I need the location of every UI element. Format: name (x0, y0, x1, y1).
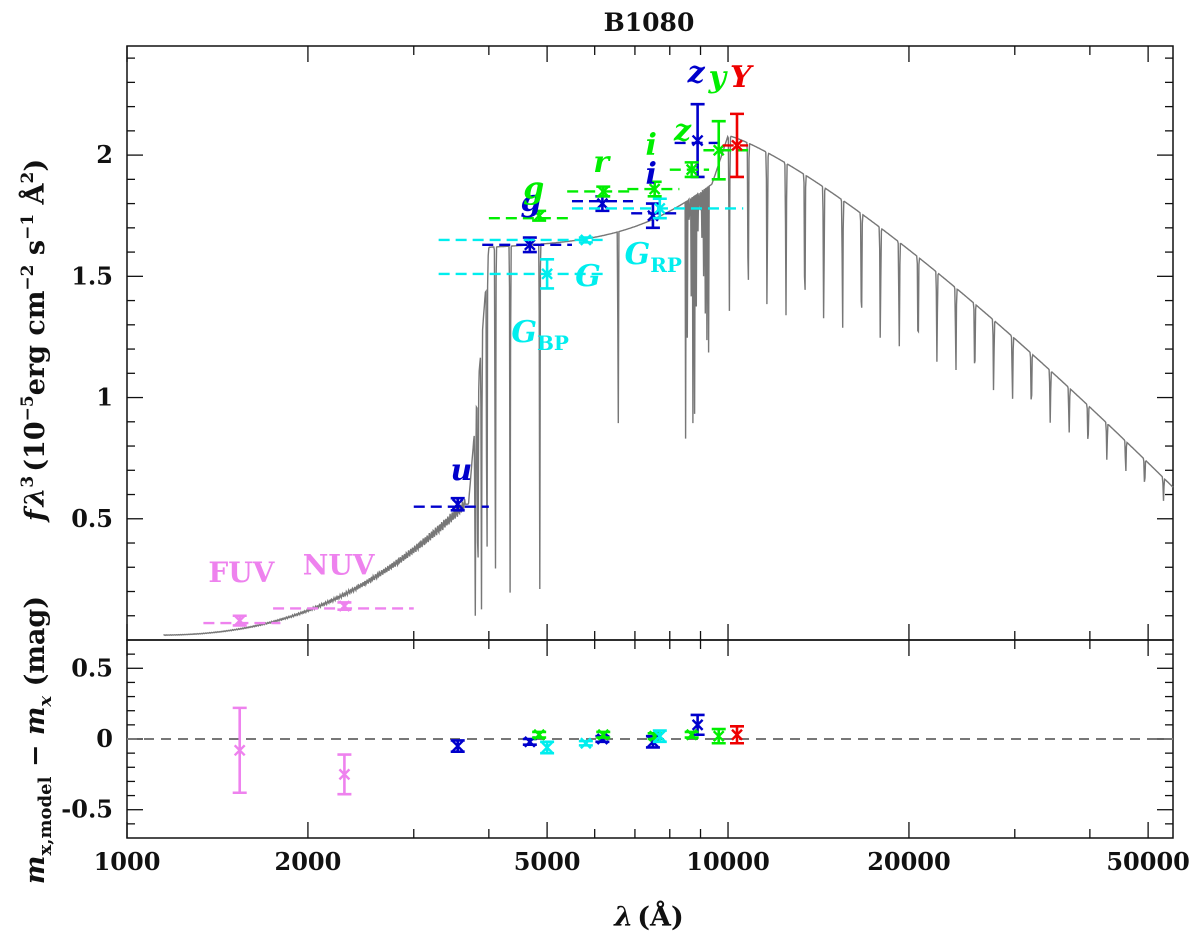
ylabel-angstrom: Å (17, 182, 51, 213)
sdss-r-flux-point (596, 197, 609, 210)
band-label-g_gaia: G (575, 259, 601, 294)
top-x-ticks (126, 46, 1149, 640)
band-label-grp_gaia: GRP (625, 237, 682, 277)
x-tick-label: 50000 (1106, 847, 1190, 876)
x-axis-unit: (Å) (637, 899, 684, 933)
rlabel-m: m (20, 856, 51, 885)
top-y-axis: 0.5 1 1.5 2 (71, 57, 1173, 617)
band-label-y_ps1: y (708, 60, 729, 95)
ylabel-close: ) (20, 159, 51, 172)
top-y-tick-label: 2 (96, 140, 113, 169)
galex-nuv-flux-point (338, 600, 351, 612)
ps1-z-residual-point (685, 728, 698, 741)
top-y-axis-title: fλ3 (10−5erg cm−2 s−1 Å2) (17, 159, 51, 523)
gaia-g-residual-point (541, 741, 553, 754)
top-y-tick-label: 1.5 (71, 261, 113, 290)
rlabel-sub2: x (35, 696, 56, 708)
ps1-y-residual-point (712, 730, 725, 743)
ps1-y-flux-point (712, 144, 725, 157)
sdss-u-residual-point (451, 740, 464, 752)
x-tick-label: 20000 (867, 847, 951, 876)
band-label-fuv: FUV (208, 556, 275, 589)
rlabel-unit: (mag) (20, 596, 51, 696)
band-label-g_ps1: g (523, 172, 544, 207)
ps1-g-residual-point (533, 728, 545, 741)
galex-nuv-residual-point (338, 768, 351, 781)
ps1-r-residual-point (597, 728, 610, 741)
band-label-sub: RP (650, 253, 682, 277)
sdss-u-flux-point (451, 498, 464, 511)
gaia-gbp-flux-point (579, 234, 592, 246)
rlabel-minus: − (20, 735, 51, 776)
x-axis-lambda: λ (613, 902, 633, 933)
x-tick-label: 5000 (514, 847, 581, 876)
x-axis: 1000 2000 5000 10000 20000 50000 (94, 640, 1190, 876)
residual-y-tick-label: 0 (96, 724, 113, 753)
ps1-r-flux-point (597, 185, 610, 198)
ylabel-s: s (20, 240, 51, 265)
gaia-gbp-residual-point (579, 737, 592, 750)
ylabel-exp2: 2 (18, 172, 38, 184)
residual-y-axis-title: mx,model − mx (mag) (20, 596, 56, 884)
x-axis-title: λ (Å) (613, 899, 683, 933)
x-tick-label: 10000 (686, 847, 770, 876)
ylabel-open: (10 (20, 421, 51, 471)
ylabel-lambda: λ (20, 488, 51, 508)
rlabel-m2: m (20, 707, 51, 736)
band-label-z_sdss: z (687, 55, 706, 90)
ylabel-expm1: −1 (18, 214, 38, 240)
band-label-r_ps1: r (593, 145, 611, 180)
ps1-z-flux-point (685, 163, 698, 176)
galex-fuv-residual-point (233, 744, 246, 757)
band-label-i_sdss: i (645, 157, 656, 192)
ps1-i-flux-point (648, 183, 661, 195)
top-y-tick-label: 0.5 (71, 504, 113, 533)
band-label-g_sdss: g (520, 184, 541, 219)
rlabel-sub: x,model (35, 776, 56, 855)
ylabel-f: f (20, 505, 51, 523)
gaia-g-flux-point (541, 268, 553, 280)
top-y-tick-label: 1 (96, 383, 113, 412)
x-tick-label: 2000 (275, 847, 342, 876)
ukidss-y-flux-point (731, 139, 743, 152)
sdss-z-flux-point (691, 134, 704, 147)
sdss-g-flux-point (523, 238, 536, 251)
ylabel-exp3: 3 (18, 476, 38, 488)
band-label-sub: BP (537, 331, 569, 355)
photometry-points (203, 102, 749, 627)
band-label-u: u (450, 453, 472, 488)
band-label-i_ps1: i (645, 128, 656, 163)
ylabel-expm2: −2 (18, 265, 38, 291)
ps1-g-flux-point (533, 209, 545, 222)
model-spectrum-line (163, 134, 1174, 637)
band-label-y_uk: Y (730, 60, 754, 95)
ylabel-expm5: −5 (18, 395, 38, 421)
band-label-z_ps1: z (673, 114, 692, 149)
x-tick-label: 1000 (94, 847, 161, 876)
residual-y-tick-label: 0.5 (71, 653, 113, 682)
gaia-grp-residual-point (653, 730, 666, 743)
residual-panel: 0.5 0 -0.5 1000 2000 5000 10000 20000 50000 (61, 639, 1190, 876)
residual-points (232, 706, 745, 796)
band-label-nuv: NUV (303, 549, 376, 582)
ukidss-y-residual-point (731, 728, 743, 741)
sdss-z-residual-point (691, 719, 704, 731)
ylabel-erg: erg cm (20, 291, 51, 396)
residual-y-tick-label: -0.5 (61, 795, 113, 824)
residual-y-axis: 0.5 0 -0.5 (61, 653, 1173, 825)
gaia-grp-flux-point (653, 202, 666, 215)
chart-title: B1080 (604, 8, 695, 37)
galex-fuv-flux-point (233, 614, 246, 627)
